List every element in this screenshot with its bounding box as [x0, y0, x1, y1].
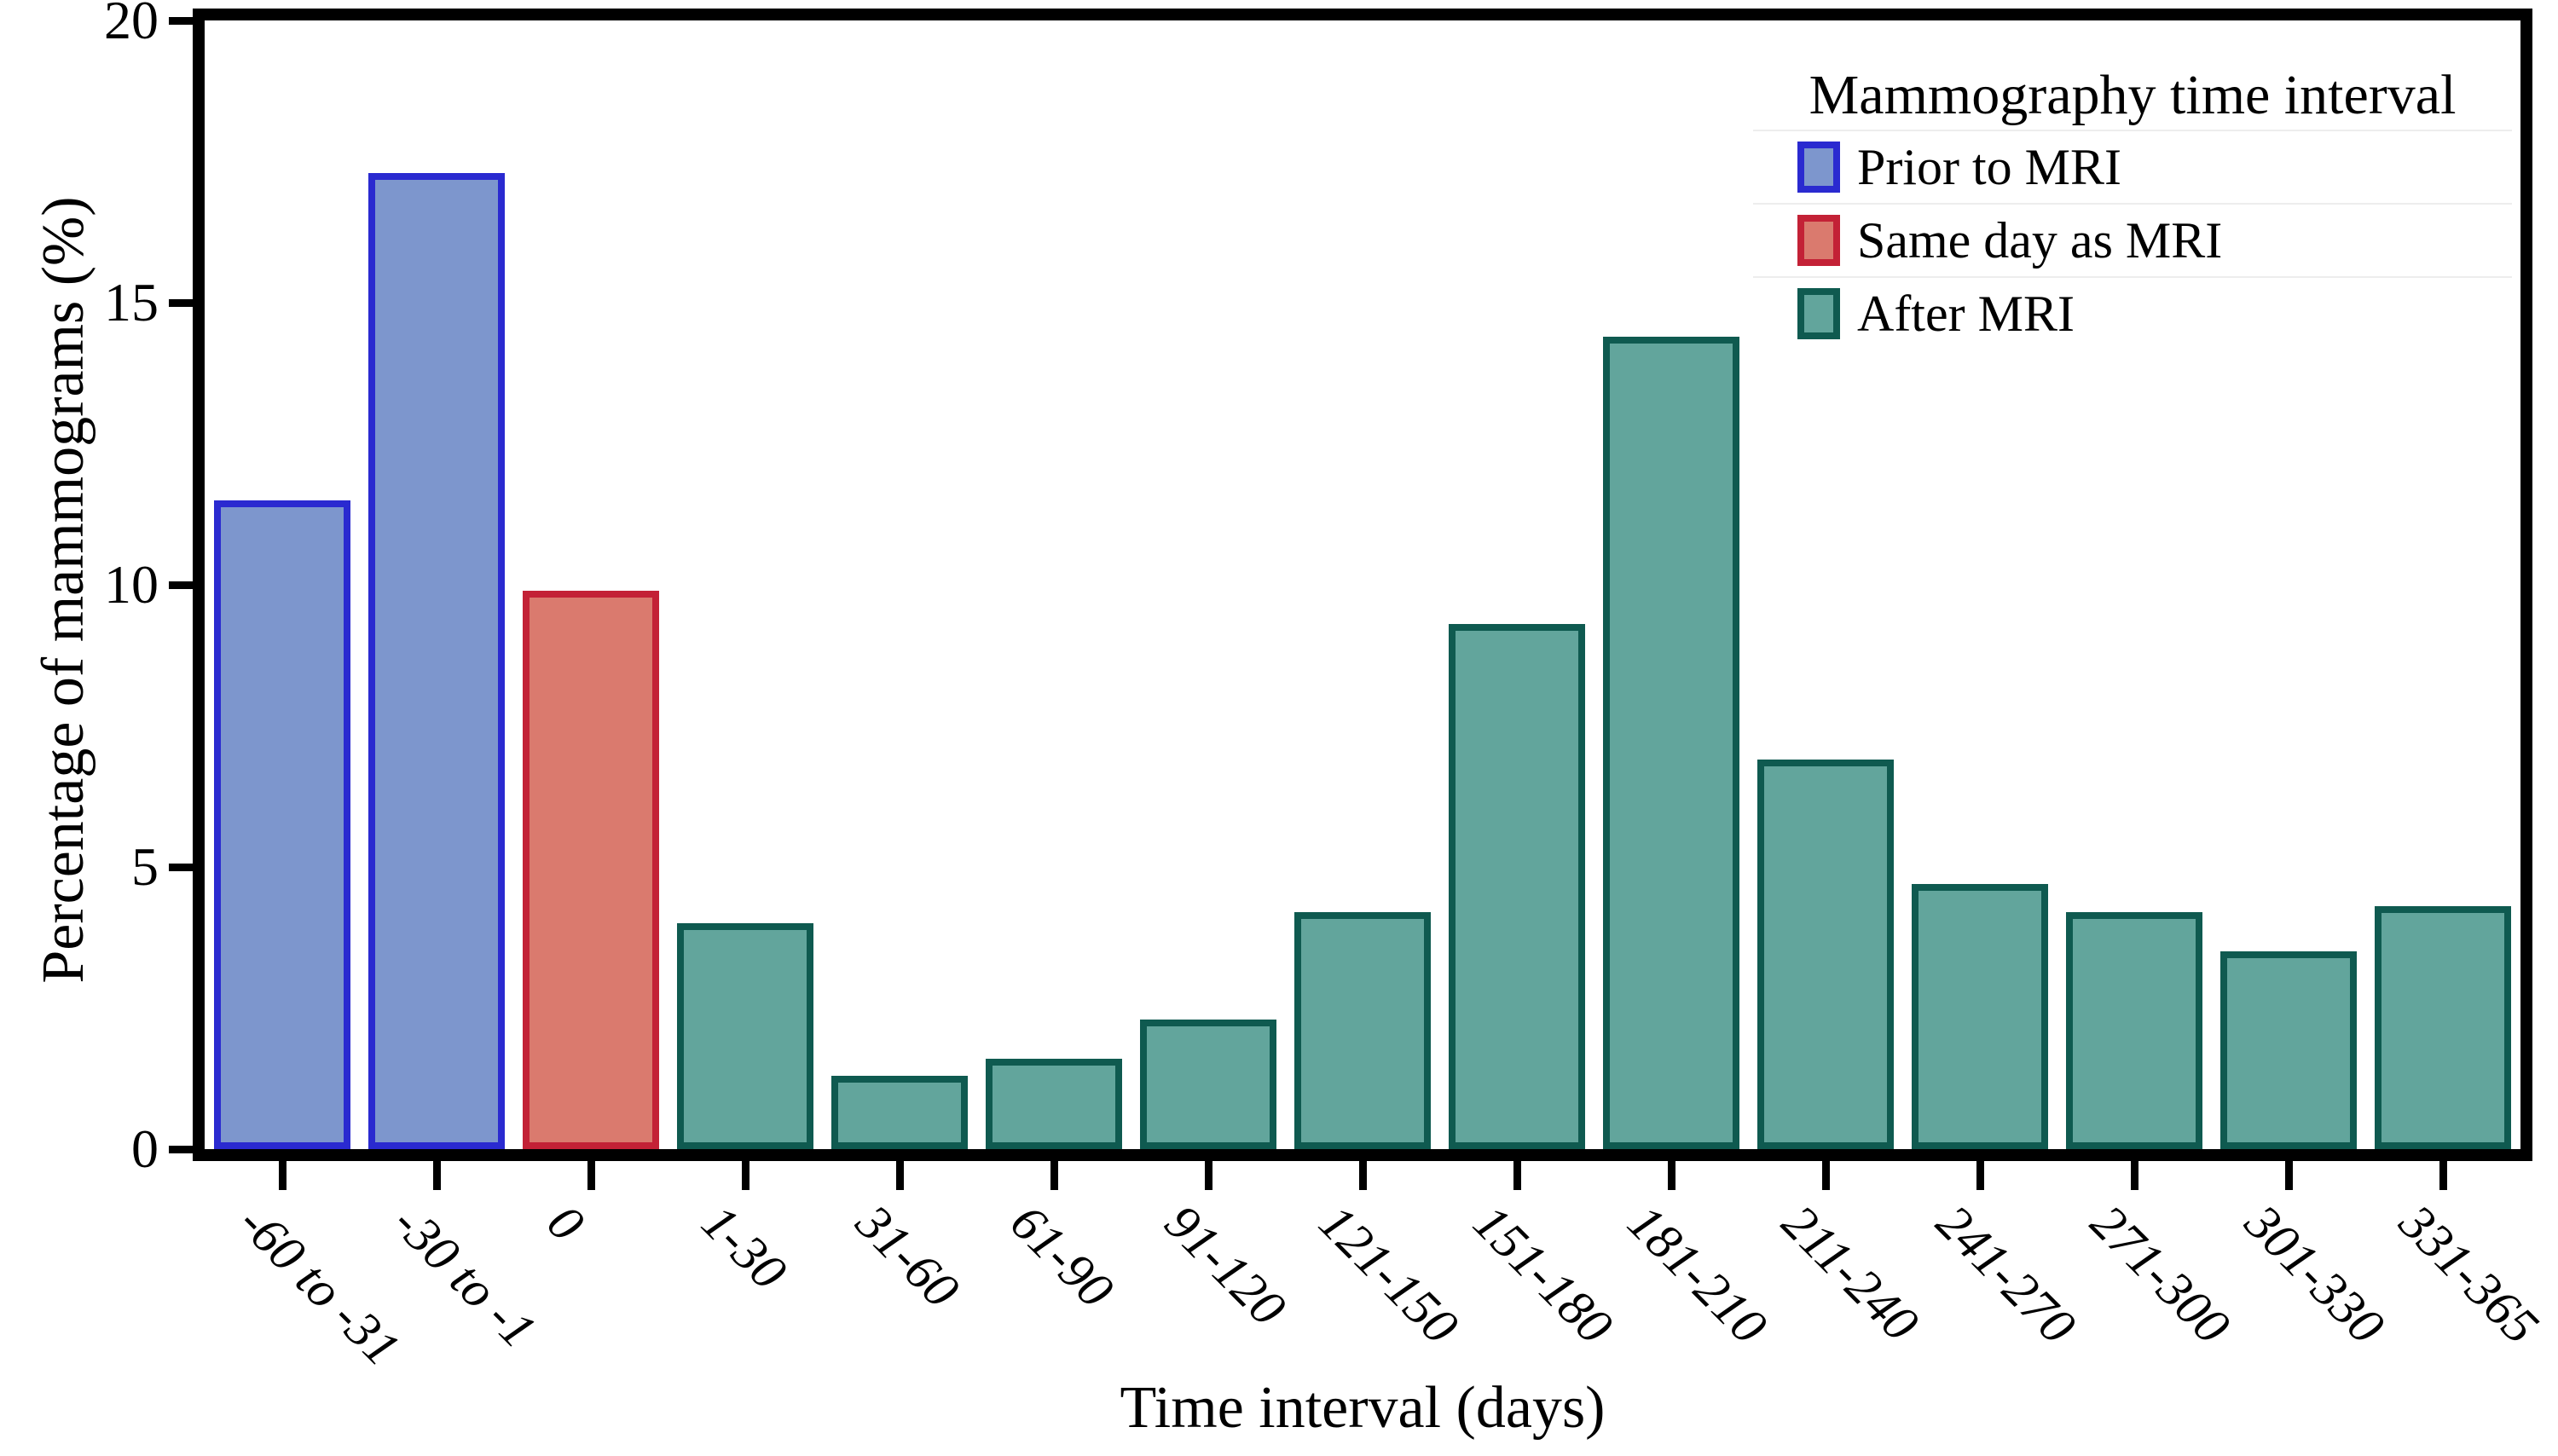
x-tick-label: 211-240: [1771, 1193, 1930, 1352]
x-tick-mark: [278, 1161, 286, 1190]
x-tick-mark: [1668, 1161, 1676, 1190]
bar-1-30: [676, 923, 813, 1149]
x-tick-label: 331-365: [2389, 1193, 2550, 1355]
bar-91-120: [1139, 1019, 1276, 1149]
x-axis-title: Time interval (days): [1120, 1375, 1606, 1441]
bar-211-240: [1757, 760, 1895, 1149]
x-tick-mark: [2439, 1161, 2448, 1190]
bar-61-90: [985, 1059, 1122, 1149]
x-tick-mark: [1822, 1161, 1831, 1190]
x-tick-mark: [2131, 1161, 2139, 1190]
x-tick-mark: [432, 1161, 441, 1190]
legend-item-same-day: Same day as MRI: [1753, 203, 2512, 276]
y-tick-mark: [169, 299, 193, 307]
x-tick-label: 31-60: [845, 1193, 970, 1319]
x-tick-label: 121-150: [1308, 1193, 1469, 1355]
prior-to-mri-swatch-icon: [1797, 142, 1840, 193]
x-tick-label: 61-90: [999, 1193, 1125, 1319]
y-tick-mark: [169, 1146, 193, 1153]
legend: Mammography time interval Prior to MRI S…: [1753, 61, 2512, 350]
x-tick-label: -60 to -31: [228, 1193, 411, 1377]
x-tick-label: 91-120: [1154, 1193, 1297, 1337]
bar-181-210: [1603, 336, 1740, 1149]
y-tick-label: 5: [131, 836, 159, 897]
y-tick-label: 15: [104, 272, 159, 332]
bar-301-330: [2220, 951, 2358, 1149]
y-tick-mark: [169, 864, 193, 871]
legend-item-label: Prior to MRI: [1857, 139, 2122, 195]
bar--60 to -31: [213, 500, 350, 1149]
x-tick-label: 181-210: [1617, 1193, 1778, 1355]
x-tick-mark: [741, 1161, 749, 1190]
bar-331-365: [2375, 906, 2512, 1149]
y-tick-mark: [169, 581, 193, 589]
legend-item-label: Same day as MRI: [1857, 212, 2223, 269]
x-tick-mark: [1359, 1161, 1367, 1190]
bar-271-300: [2066, 911, 2203, 1149]
x-tick-mark: [1976, 1161, 1985, 1190]
legend-item-prior: Prior to MRI: [1753, 130, 2512, 203]
y-tick-label: 20: [104, 0, 159, 50]
x-tick-mark: [895, 1161, 904, 1190]
x-tick-mark: [1513, 1161, 1522, 1190]
bar-121-150: [1294, 911, 1431, 1149]
legend-item-label: After MRI: [1857, 286, 2075, 342]
x-tick-label: 151-180: [1462, 1193, 1623, 1355]
bar-31-60: [830, 1075, 968, 1149]
after-mri-swatch-icon: [1797, 288, 1840, 339]
bar-151-180: [1449, 624, 1586, 1149]
x-tick-label: 301-330: [2235, 1193, 2396, 1355]
legend-item-after: After MRI: [1753, 276, 2512, 350]
x-tick-label: 1-30: [691, 1193, 797, 1301]
y-tick-label: 10: [104, 554, 159, 615]
same-day-as-mri-swatch-icon: [1797, 215, 1840, 266]
x-tick-label: 0: [536, 1193, 595, 1252]
x-tick-mark: [1050, 1161, 1058, 1190]
y-tick-label: 0: [131, 1118, 159, 1179]
bar-0: [522, 590, 659, 1149]
x-tick-label: 241-270: [1925, 1193, 2086, 1355]
legend-title: Mammography time interval: [1809, 64, 2457, 126]
x-tick-mark: [1204, 1161, 1212, 1190]
bar-241-270: [1912, 883, 2049, 1149]
x-tick-label: 271-300: [2080, 1193, 2242, 1355]
x-tick-mark: [587, 1161, 595, 1190]
x-tick-mark: [2285, 1161, 2294, 1190]
bar--30 to -1: [367, 172, 505, 1149]
y-tick-mark: [169, 17, 193, 25]
